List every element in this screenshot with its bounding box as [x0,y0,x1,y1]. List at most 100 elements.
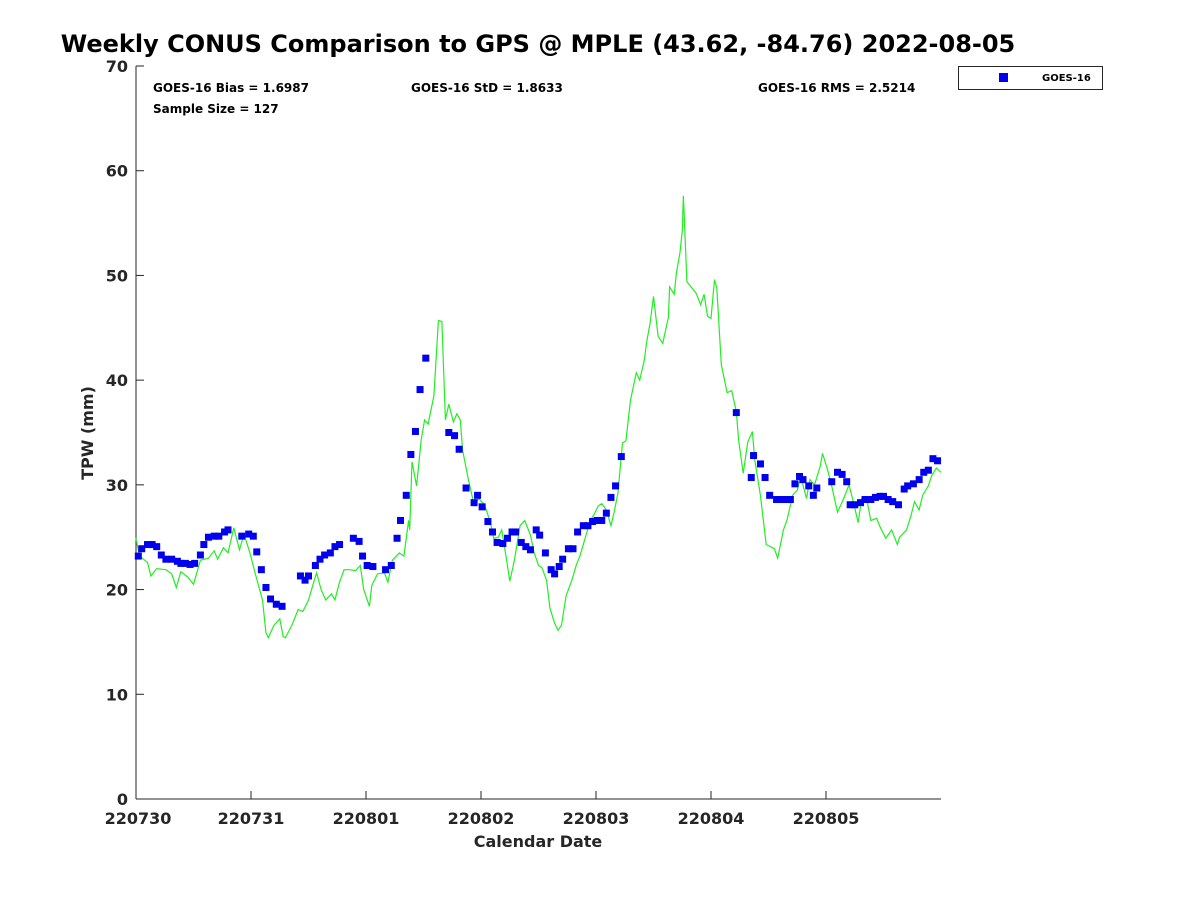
goes16-point [934,457,942,465]
goes16-point [809,491,817,499]
goes16-point [238,532,246,540]
goes16-point [422,354,430,362]
goes16-point [607,493,615,501]
goes16-point [499,539,507,547]
goes16-point [416,386,424,394]
goes16-point [407,450,415,458]
goes16-point [564,545,572,553]
goes16-point [602,509,610,517]
goes16-point [153,543,161,551]
goes16-point [574,528,582,536]
goes16-point [257,566,265,574]
x-tick-label: 220802 [448,809,515,828]
goes16-point [336,541,344,549]
goes16-point [138,545,146,553]
goes16-point [777,496,785,504]
goes16-point [756,460,764,468]
goes16-point [359,552,367,560]
goes16-point [747,474,755,482]
goes16-point [262,583,270,591]
goes16-point [834,468,841,476]
goes16-point [363,561,371,569]
chart-title: Weekly CONUS Comparison to GPS @ MPLE (4… [60,30,1016,58]
goes16-point [584,522,592,530]
legend: GOES-16 [958,66,1103,90]
goes16-point [761,474,769,482]
goes16-point [805,482,813,490]
goes16-point [245,530,253,538]
goes16-point [402,491,410,499]
goes16-point [894,501,902,509]
goes16-point [321,551,329,559]
goes16-point [331,543,339,551]
goes16-point [843,478,851,486]
goes16-point [455,445,463,453]
goes16-point [569,545,577,553]
goes16-point [215,532,223,540]
goes16-point [929,455,937,463]
goes16-point [489,528,496,536]
goes16-point [355,537,363,545]
goes16-point [547,566,555,574]
goes16-point [773,496,781,504]
axes: 0 10 20 30 40 50 60 70 220730 220731 220801 220802 2… [105,57,941,828]
goes16-point [598,516,606,524]
legend-marker-goes16 [999,73,1008,82]
goes16-point [393,534,401,542]
goes16-point [813,484,821,492]
goes16-point [462,484,470,492]
goes16-point [799,476,807,484]
goes16-point [272,600,280,608]
goes16-point [857,499,864,507]
goes16-point [177,559,185,567]
x-axis-label: Calendar Date [474,832,603,851]
goes16-point [478,503,486,511]
goes16-point [305,572,312,580]
goes16-point [134,552,142,560]
goes16-point [612,482,620,490]
goes16-point [196,551,204,559]
gps-series [135,195,942,640]
y-tick-label: 0 [117,790,128,809]
goes16-point [278,602,286,610]
gps-line [135,195,942,640]
goes16-point [382,566,390,574]
goes16-point [541,549,549,557]
y-axis-label: TPW (mm) [78,386,97,480]
goes16-point [316,555,324,563]
goes16-point [387,561,395,569]
x-tick-label: 220730 [105,809,172,828]
goes16-point [493,538,501,546]
goes16-point [296,572,304,580]
goes16-point [224,526,232,534]
goes16-point [503,534,511,542]
goes16-point [532,526,540,534]
goes16-point [144,541,151,549]
goes16-point [555,563,563,571]
y-tick-label: 10 [106,685,128,704]
goes16-point [311,561,319,569]
goes16-point [861,496,869,504]
legend-box [958,66,1103,90]
goes16-point [369,563,377,571]
goes16-point [909,480,917,488]
goes16-point [267,595,275,603]
goes16-point [181,559,189,567]
goes16-point [349,534,357,542]
goes16-point [732,409,740,417]
goes16-point [828,478,836,486]
goes16-point [470,499,478,507]
goes16-point [880,492,887,500]
sample-size-stat: Sample Size = 127 [153,102,279,116]
y-tick-label: 70 [106,57,128,76]
goes16-point [204,533,212,541]
goes16-point [889,498,897,506]
goes16-point [512,528,519,536]
goes16-point [526,546,534,554]
goes16-point [593,516,601,524]
goes16-point [867,496,875,504]
goes16-point [301,576,309,584]
goes16-point [157,551,165,559]
goes16-point [210,532,218,540]
goes16-point [559,555,567,563]
